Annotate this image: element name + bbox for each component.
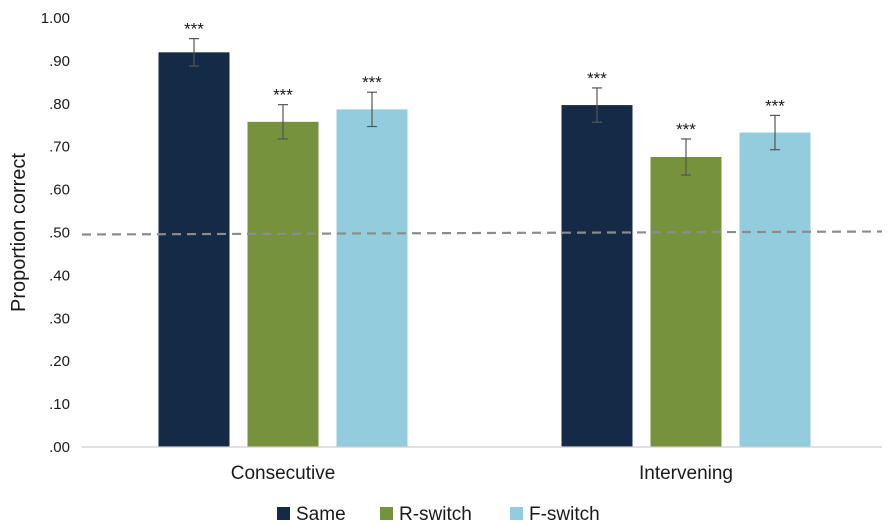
significance-label: *** (362, 73, 382, 92)
x-tick-label: Consecutive (231, 463, 336, 484)
bar-1-3 (336, 109, 408, 447)
y-tick-label: .00 (49, 439, 70, 456)
bar-2-1 (561, 105, 633, 447)
category-labels: Consecutive Intervening (231, 463, 733, 484)
legend-swatch (380, 507, 393, 520)
bars (158, 52, 811, 448)
legend-item: R-switch (380, 504, 472, 525)
y-tick-label: .10 (49, 396, 70, 413)
bar-2-2 (650, 156, 722, 447)
legend-label: F-switch (529, 504, 600, 525)
reference-line (81, 230, 883, 236)
y-tick-label: .60 (49, 182, 70, 199)
y-tick-label: .40 (49, 267, 70, 284)
significance-label: *** (273, 86, 293, 105)
error-bar (278, 104, 288, 140)
y-tick-label: .70 (49, 139, 70, 156)
error-bar (592, 87, 602, 123)
error-bar (189, 37, 199, 67)
error-bars (189, 37, 780, 176)
significance-label: *** (765, 96, 785, 115)
error-bar (681, 138, 691, 176)
significance-label: *** (587, 69, 607, 88)
y-tick-label: .30 (49, 310, 70, 327)
y-axis-ticks: .00 .10 .20 .30 .40 .50 .60 .70 .80 .90 1.00 (41, 10, 70, 456)
error-bar (367, 91, 377, 128)
y-tick-label: .20 (49, 353, 70, 370)
error-bar (770, 114, 780, 151)
y-tick-label: .50 (49, 225, 70, 242)
legend-item: Same (277, 504, 346, 525)
legend: Same R-switch F-switch (277, 504, 600, 525)
legend-swatch (277, 507, 290, 520)
legend-label: R-switch (399, 504, 472, 525)
significance-label: *** (676, 120, 696, 139)
legend-label: Same (296, 504, 346, 525)
bar-1-1 (158, 52, 230, 447)
y-axis-label-group: Proportion correct (8, 153, 30, 312)
legend-item: F-switch (510, 504, 600, 525)
y-tick-label: .90 (49, 53, 70, 70)
reference-line-group (81, 230, 883, 236)
bar-1-2 (247, 121, 319, 448)
y-axis-label: Proportion correct (8, 153, 30, 312)
y-tick-label: .80 (49, 96, 70, 113)
x-tick-label: Intervening (639, 463, 733, 484)
legend-swatch (510, 507, 523, 520)
significance-labels: *** *** *** *** *** *** (184, 20, 785, 139)
y-tick-label: 1.00 (41, 10, 70, 27)
significance-label: *** (184, 20, 204, 39)
bar-2-3 (739, 132, 811, 447)
